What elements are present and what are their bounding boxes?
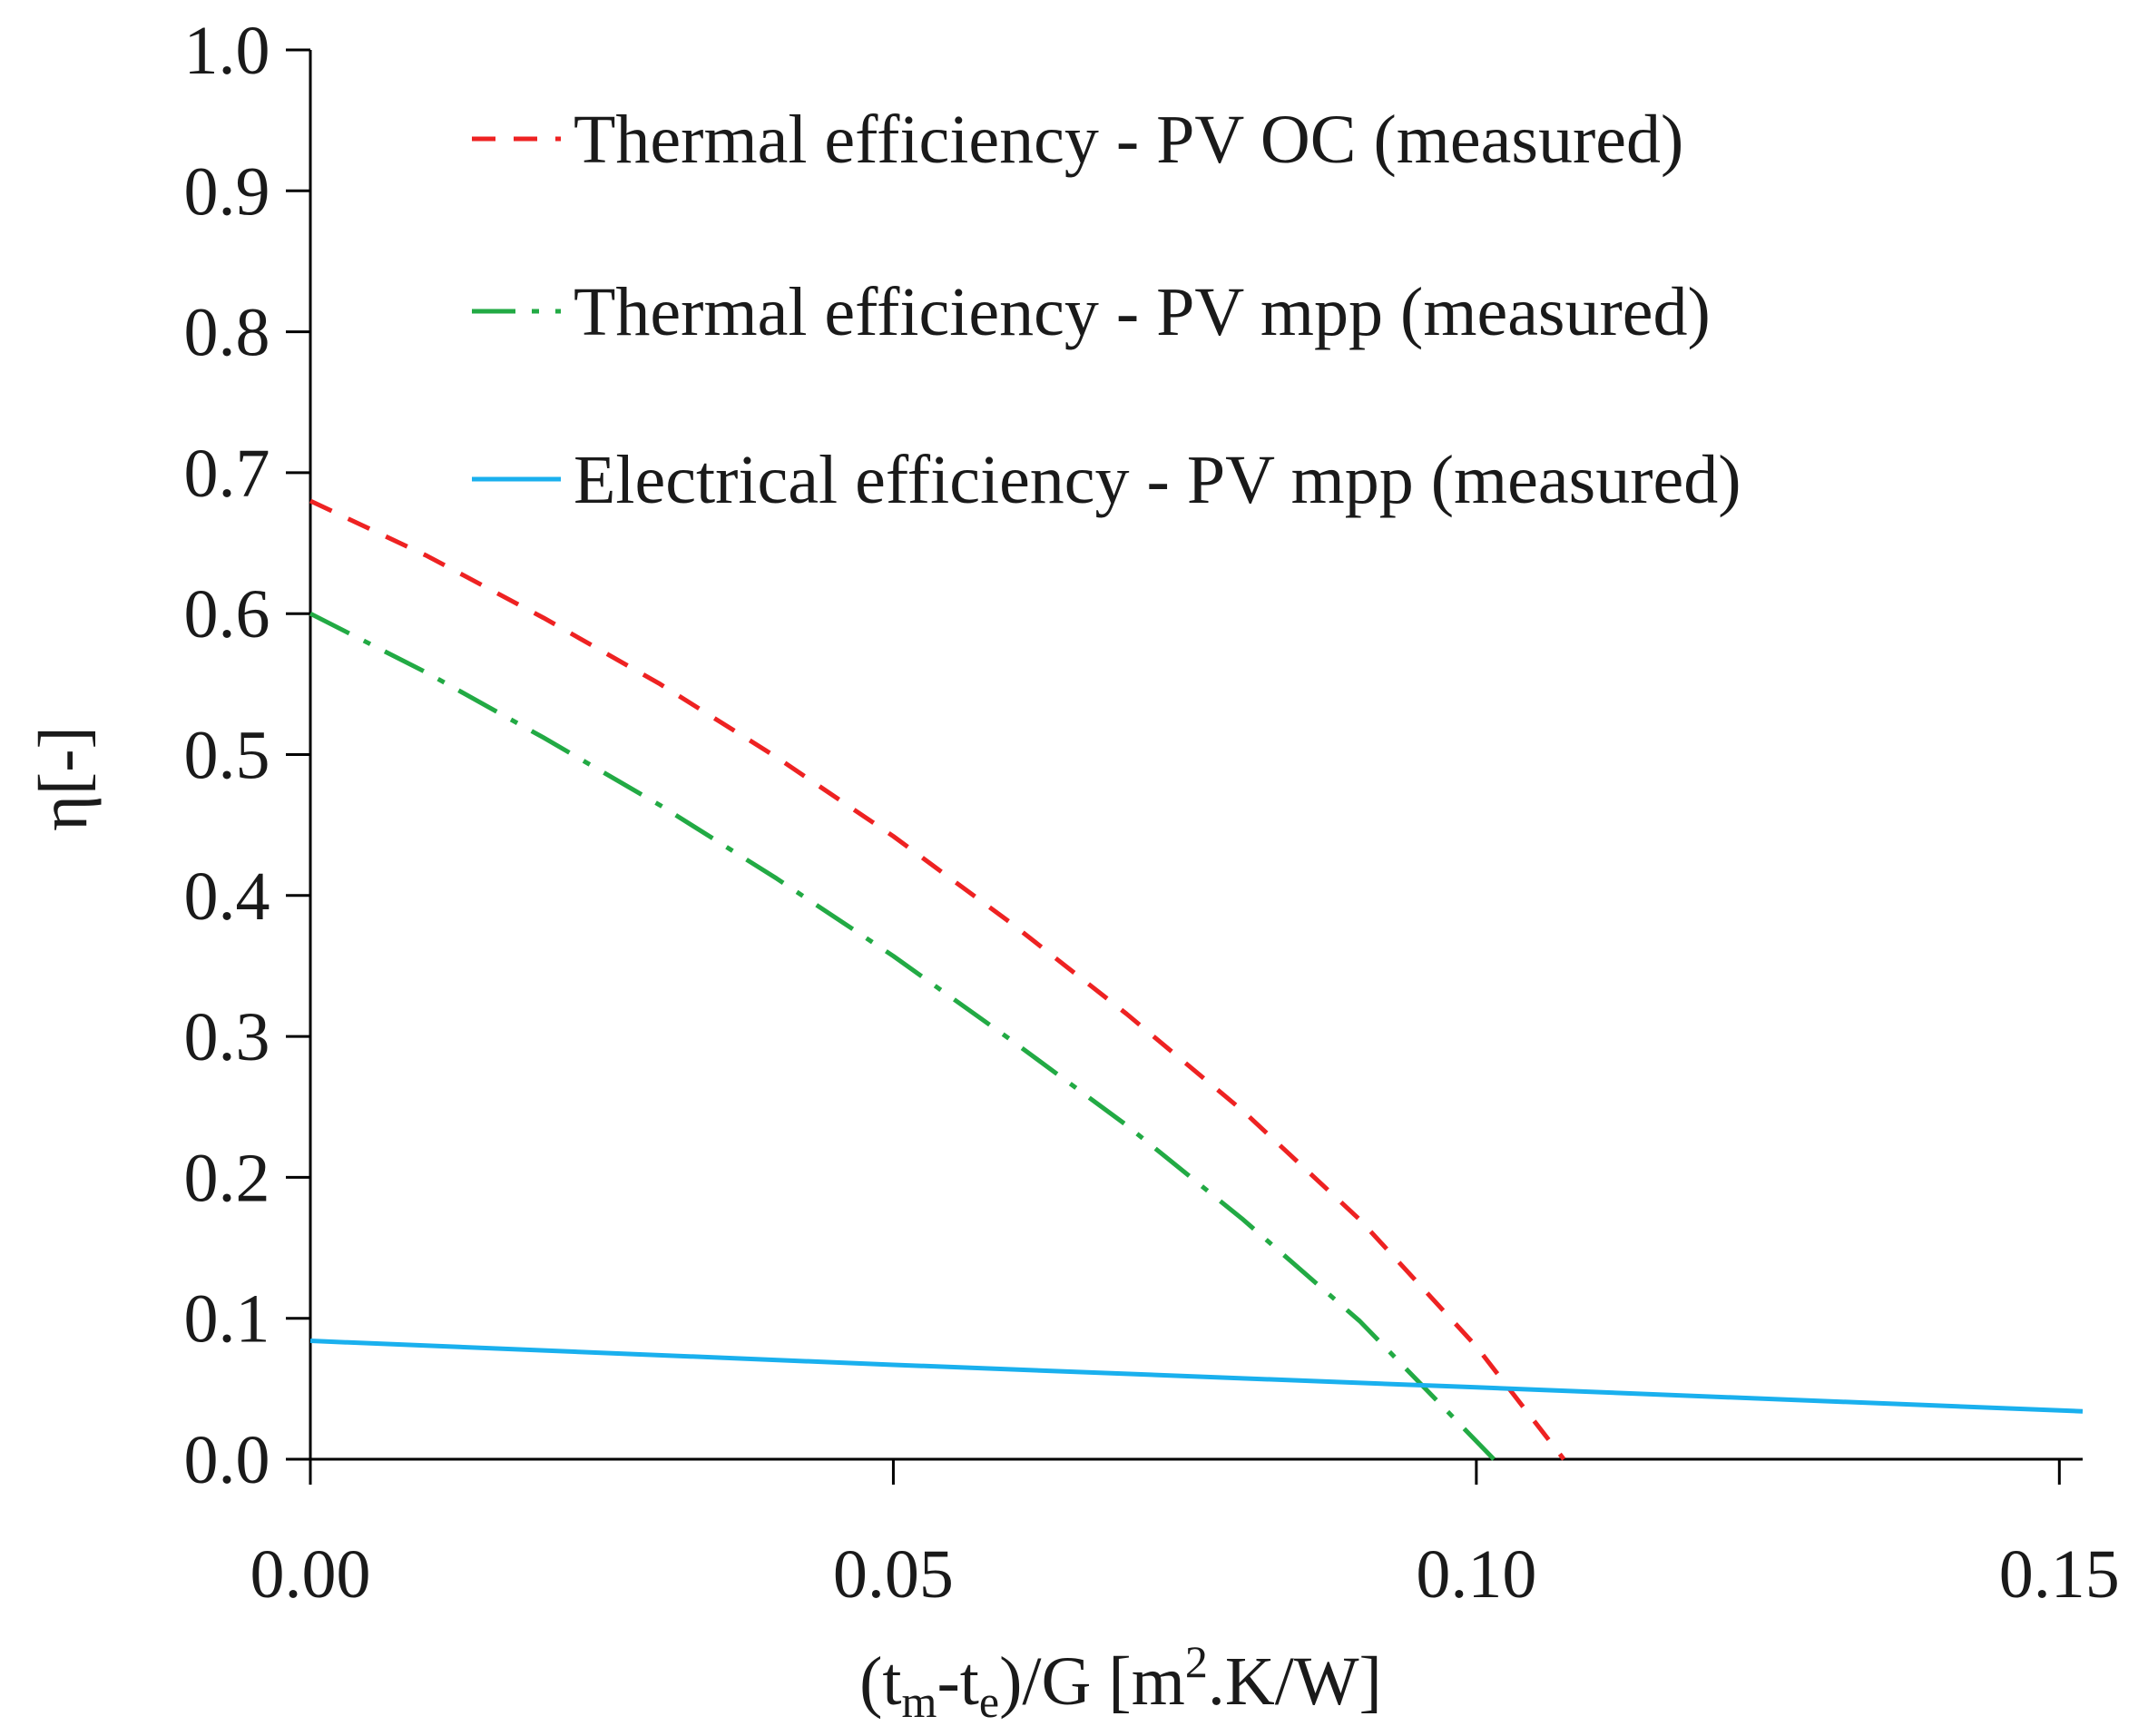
y-tick-label: 0.8 — [184, 295, 270, 371]
x-axis-title-sup: 2 — [1185, 1636, 1208, 1687]
x-axis-title-after: )/G [m — [999, 1643, 1185, 1720]
x-axis-title-prefix: (t — [859, 1643, 901, 1720]
y-tick-label: 0.6 — [184, 576, 270, 652]
y-tick-label: 0.2 — [184, 1140, 270, 1216]
series-layer — [309, 498, 2084, 1461]
x-axis-title-sub-e: e — [979, 1676, 999, 1727]
x-axis-title-mid: -t — [937, 1643, 978, 1720]
x-tick-label: 0.00 — [250, 1536, 371, 1613]
y-tick-label: 0.1 — [184, 1281, 270, 1358]
x-tick-label: 0.10 — [1416, 1536, 1536, 1613]
x-axis-title: (tm-te)/G [m2.K/W] — [859, 1636, 1382, 1727]
y-tick-label: 0.5 — [184, 718, 270, 794]
y-tick-label: 0.0 — [184, 1422, 270, 1498]
y-tick-label: 0.3 — [184, 999, 270, 1075]
y-tick-label: 0.4 — [184, 858, 270, 935]
y-axis-title: η[-] — [25, 726, 102, 831]
series-line-2 — [309, 611, 1496, 1461]
x-tick-label: 0.15 — [1999, 1536, 2120, 1613]
legend-label-3: Electrical efficiency - PV mpp (measured… — [574, 442, 1741, 518]
axes — [286, 50, 2083, 1461]
y-tick-label: 0.7 — [184, 436, 270, 512]
y-ticks: 0.0 0.1 0.2 0.3 0.4 0.5 0.6 0.7 0.8 0.9 1.0 — [184, 13, 310, 1498]
series-line-1 — [309, 498, 1566, 1461]
x-tick-label: 0.05 — [833, 1536, 954, 1613]
x-axis-title-sub-m: m — [902, 1676, 937, 1727]
x-axis-title-suffix: .K/W] — [1208, 1643, 1382, 1720]
y-tick-label: 1.0 — [184, 13, 270, 89]
legend-label-2: Thermal efficiency - PV mpp (measured) — [574, 274, 1711, 350]
x-ticks: 0.00 0.05 0.10 0.15 — [250, 1459, 2120, 1613]
series-line-3 — [309, 1339, 2084, 1414]
legend: Thermal efficiency - PV OC (measured) The… — [472, 102, 1741, 518]
legend-label-1: Thermal efficiency - PV OC (measured) — [574, 102, 1683, 178]
y-tick-label: 0.9 — [184, 153, 270, 230]
